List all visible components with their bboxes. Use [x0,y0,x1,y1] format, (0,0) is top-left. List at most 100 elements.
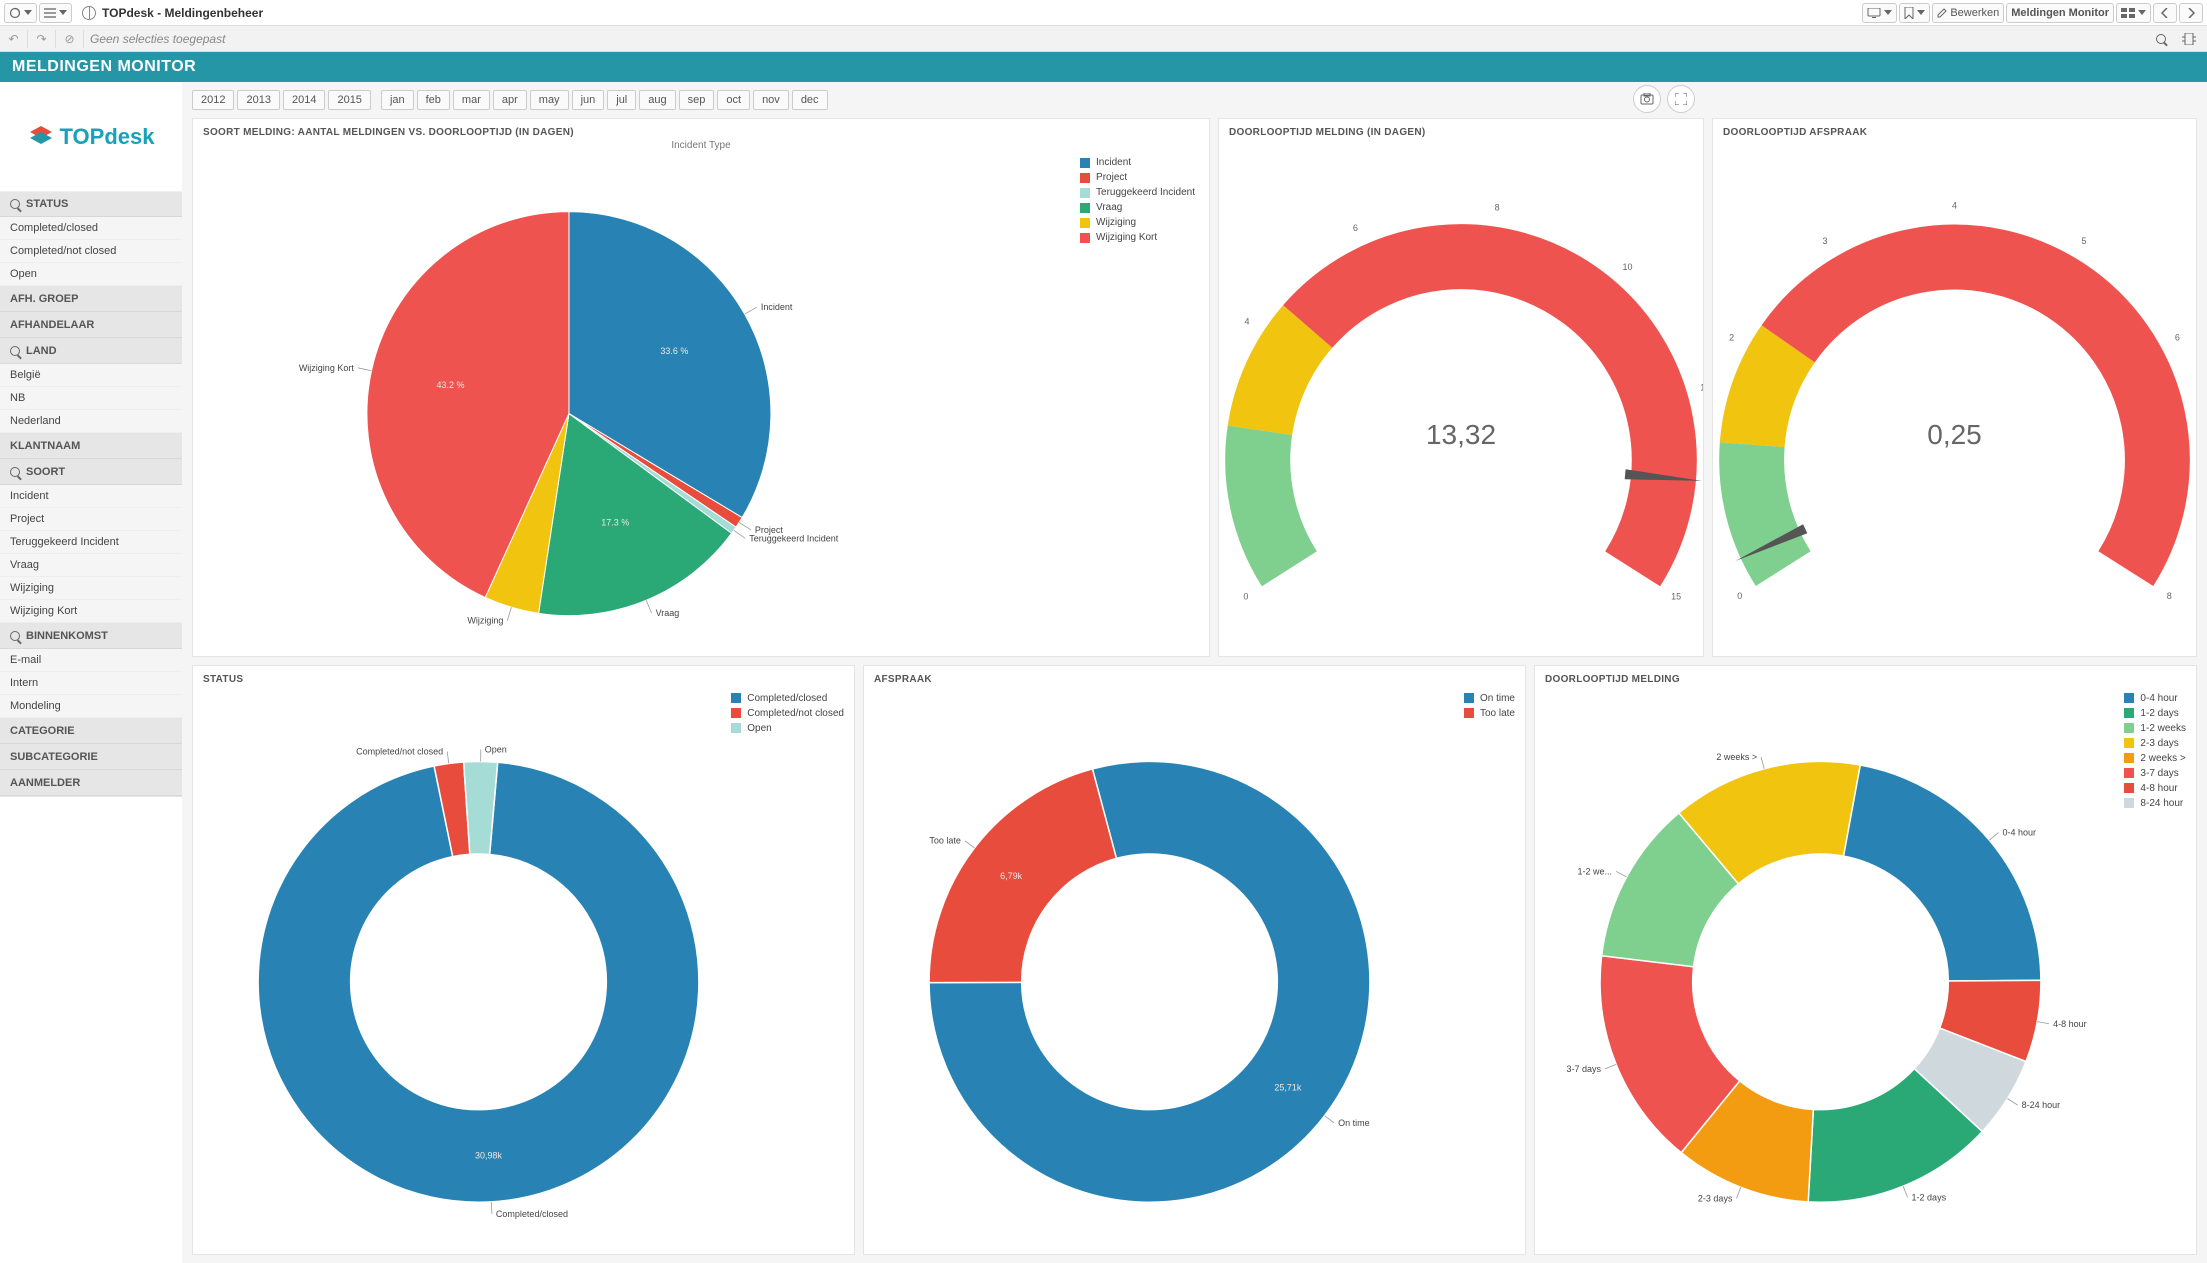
year-chip[interactable]: 2013 [237,90,279,110]
svg-text:6: 6 [2175,332,2180,342]
legend-swatch [2124,798,2134,808]
legend-item[interactable]: Teruggekeerd Incident [1080,187,1195,198]
filter-item[interactable]: Completed/not closed [0,240,182,263]
month-chip[interactable]: aug [639,90,675,110]
month-chip[interactable]: oct [717,90,750,110]
year-chip[interactable]: 2012 [192,90,234,110]
globe-icon [82,6,96,20]
legend-swatch [1080,233,1090,243]
selections-tool-button[interactable] [2177,29,2201,49]
filter-header-aanmelder[interactable]: AANMELDER [0,771,182,796]
legend-swatch [2124,723,2134,733]
filter-item[interactable]: België [0,364,182,387]
legend-label: 3-7 days [2140,768,2178,779]
legend-item[interactable]: 2 weeks > [2124,753,2186,764]
legend-item[interactable]: Wijziging Kort [1080,232,1195,243]
month-chip[interactable]: feb [417,90,450,110]
device-preview-button[interactable] [1862,3,1897,23]
legend-item[interactable]: Completed/not closed [731,708,844,719]
filter-item[interactable]: Open [0,263,182,286]
donut-doorloop-card[interactable]: DOORLOOPTIJD MELDING 2 weeks >0-4 hour4-… [1534,665,2197,1255]
selections-forward-icon[interactable]: ↷ [34,30,56,48]
sheet-name-button[interactable]: Meldingen Monitor [2006,3,2114,23]
legend-item[interactable]: 4-8 hour [2124,783,2186,794]
legend-item[interactable]: Vraag [1080,202,1195,213]
filter-header-klantnaam[interactable]: KLANTNAAM [0,434,182,459]
filter-item[interactable]: Vraag [0,554,182,577]
logo-icon [28,124,54,150]
list-menu-button[interactable] [39,3,72,23]
edit-button[interactable]: Bewerken [1932,3,2004,23]
bookmark-button[interactable] [1899,3,1930,23]
legend-item[interactable]: 1-2 weeks [2124,723,2186,734]
month-chip[interactable]: sep [679,90,715,110]
legend-item[interactable]: Project [1080,172,1195,183]
filter-item[interactable]: Completed/closed [0,217,182,240]
snapshot-button[interactable] [1633,85,1661,113]
filter-item[interactable]: Wijziging Kort [0,600,182,623]
legend-swatch [1080,158,1090,168]
legend-item[interactable]: 8-24 hour [2124,798,2186,809]
pie-card[interactable]: SOORT MELDING: AANTAL MELDINGEN VS. DOOR… [192,118,1210,657]
legend-label: 8-24 hour [2140,798,2183,809]
filter-header-afhandelaar[interactable]: AFHANDELAAR [0,313,182,338]
filter-item[interactable]: Nederland [0,410,182,433]
svg-text:0: 0 [1737,591,1742,601]
filter-header-status[interactable]: STATUS [0,192,182,217]
fullscreen-button[interactable] [1667,85,1695,113]
filter-item[interactable]: Mondeling [0,695,182,718]
filter-header-categorie[interactable]: CATEGORIE [0,719,182,744]
legend-item[interactable]: Wijziging [1080,217,1195,228]
legend-item[interactable]: 0-4 hour [2124,693,2186,704]
filter-header-land[interactable]: LAND [0,339,182,364]
month-chip[interactable]: mar [453,90,490,110]
filter-item[interactable]: Intern [0,672,182,695]
filter-header-afh_groep[interactable]: AFH. GROEP [0,287,182,312]
filter-header-subcategorie[interactable]: SUBCATEGORIE [0,745,182,770]
filter-item[interactable]: Project [0,508,182,531]
legend-swatch [731,693,741,703]
legend-label: Too late [1480,708,1515,719]
sheets-grid-button[interactable] [2116,3,2151,23]
month-chip[interactable]: may [530,90,569,110]
nav-menu-button[interactable] [4,3,37,23]
legend-item[interactable]: 2-3 days [2124,738,2186,749]
selections-back-icon[interactable]: ↶ [6,30,28,48]
legend-item[interactable]: On time [1464,693,1515,704]
month-chip[interactable]: jul [607,90,636,110]
month-chip[interactable]: jan [381,90,414,110]
month-chip[interactable]: apr [493,90,527,110]
year-chip[interactable]: 2014 [283,90,325,110]
year-chip[interactable]: 2015 [328,90,370,110]
filter-item[interactable]: Teruggekeerd Incident [0,531,182,554]
gauge1-card[interactable]: DOORLOOPTIJD MELDING (IN DAGEN) 02468101… [1218,118,1704,657]
donut-afspraak-card[interactable]: AFSPRAAK On time25,71kToo late6,79kOn ti… [863,665,1526,1255]
month-chip[interactable]: nov [753,90,789,110]
filter-item[interactable]: Incident [0,485,182,508]
filter-item[interactable]: Wijziging [0,577,182,600]
month-chip[interactable]: jun [572,90,605,110]
search-selections-button[interactable] [2149,29,2173,49]
legend-item[interactable]: 1-2 days [2124,708,2186,719]
legend-item[interactable]: 3-7 days [2124,768,2186,779]
donut-status-card[interactable]: STATUS Completed/closed30,98kCompleted/n… [192,665,855,1255]
next-sheet-button[interactable] [2179,3,2203,23]
legend-swatch [2124,708,2134,718]
gauge2-card[interactable]: DOORLOOPTIJD AFSPRAAK 0123456780,25 [1712,118,2197,657]
app-title: TOPdesk - Meldingenbeheer [82,6,263,20]
selections-bar: ↶ ↷ ⊘ Geen selecties toegepast [0,26,2207,52]
month-chip[interactable]: dec [792,90,828,110]
filter-header-binnenkomst[interactable]: BINNENKOMST [0,624,182,649]
legend-item[interactable]: Incident [1080,157,1195,168]
legend-item[interactable]: Completed/closed [731,693,844,704]
svg-text:4: 4 [1244,317,1249,327]
prev-sheet-button[interactable] [2153,3,2177,23]
filter-header-soort[interactable]: SOORT [0,460,182,485]
svg-text:17.3 %: 17.3 % [601,518,629,528]
legend-item[interactable]: Open [731,723,844,734]
filter-header-label: AANMELDER [10,777,80,789]
filter-item[interactable]: NB [0,387,182,410]
legend-item[interactable]: Too late [1464,708,1515,719]
filter-item[interactable]: E-mail [0,649,182,672]
selections-clear-icon[interactable]: ⊘ [62,30,84,48]
